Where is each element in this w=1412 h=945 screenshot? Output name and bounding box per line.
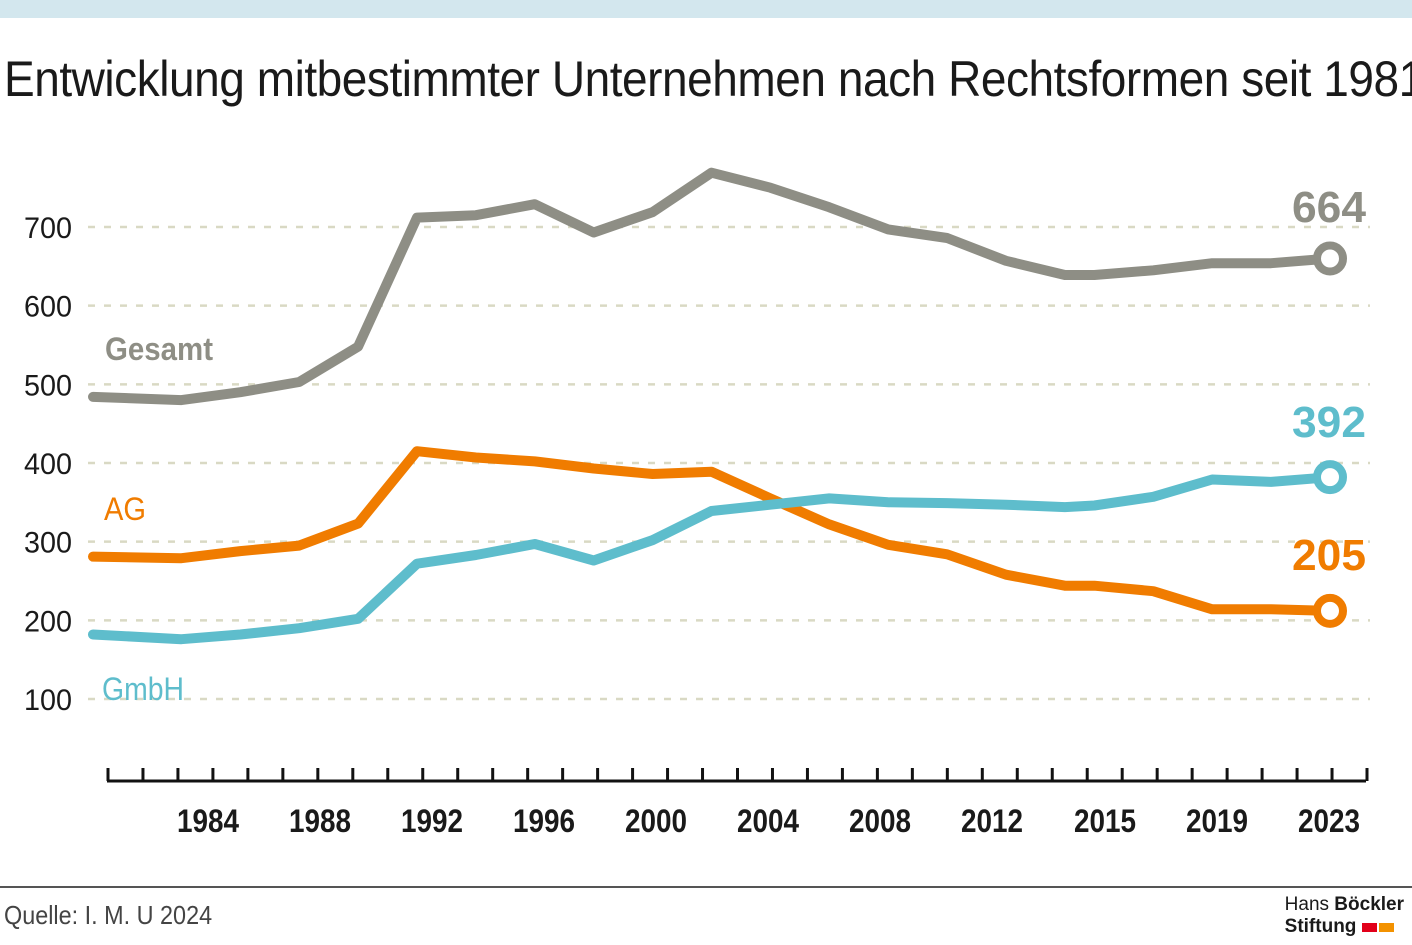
- x-tick-label-2004: 2004: [737, 803, 799, 839]
- top-accent-bar: [0, 0, 1412, 18]
- brand-mark-icon: [1362, 922, 1396, 932]
- brand-subname-text: Stiftung: [1284, 916, 1357, 937]
- x-tick-label-1992: 1992: [401, 803, 463, 839]
- y-tick-label-600: 600: [24, 291, 72, 324]
- end-value-label-gmbh: 392: [1292, 398, 1366, 447]
- y-tick-label-200: 200: [24, 605, 72, 638]
- x-axis: 1984 1988 1992 1996 2000 2004 2008 2012 2015 2019…: [106, 768, 1369, 839]
- brand-subname: Stiftung: [1285, 916, 1404, 938]
- series-name-label-gesamt: Gesamt: [105, 331, 213, 367]
- end-value-label-ag: 205: [1292, 531, 1366, 580]
- series-name-label-gmbh: GmbH: [102, 671, 184, 707]
- y-tick-label-700: 700: [24, 212, 72, 245]
- end-marker-gesamt: [1313, 241, 1347, 276]
- series-lines: [88, 167, 1347, 645]
- x-tick-label-1988: 1988: [289, 803, 351, 839]
- series-name-label-ag: AG: [104, 491, 146, 527]
- x-tick-label-2015: 2015: [1074, 803, 1136, 839]
- x-tick-label-1996: 1996: [513, 803, 575, 839]
- x-tick-label-2000: 2000: [625, 803, 687, 839]
- x-tick-label-2023: 2023: [1298, 803, 1360, 839]
- brand-name: Hans Böckler: [1285, 894, 1404, 916]
- footer-divider: [0, 886, 1412, 888]
- series-line-ag: [88, 446, 1335, 616]
- end-value-label-gesamt: 664: [1292, 183, 1367, 232]
- y-axis-tick-labels: 100 200 300 400 500 600 700: [24, 212, 72, 717]
- brand-mark-red: [1362, 922, 1378, 932]
- end-marker-ag: [1313, 593, 1347, 628]
- x-tick-label-2019: 2019: [1186, 803, 1248, 839]
- y-tick-label-400: 400: [24, 448, 72, 481]
- series-labels: Gesamt 664 AG 205 GmbH 392: [102, 183, 1367, 707]
- x-tick-label-2012: 2012: [961, 803, 1023, 839]
- y-tick-label-300: 300: [24, 527, 72, 560]
- end-marker-gmbh: [1313, 460, 1347, 495]
- x-tick-label-1984: 1984: [177, 803, 239, 839]
- series-line-gesamt: [88, 167, 1335, 406]
- y-tick-label-500: 500: [24, 369, 72, 402]
- brand-mark-orange: [1379, 922, 1395, 932]
- brand-name-light: Hans: [1284, 894, 1330, 915]
- x-tick-label-2008: 2008: [849, 803, 911, 839]
- brand-logo: Hans Böckler Stiftung: [1285, 894, 1404, 938]
- y-tick-label-100: 100: [24, 684, 72, 717]
- brand-name-bold: Böckler: [1334, 894, 1404, 915]
- source-note: Quelle: I. M. U 2024: [4, 900, 213, 930]
- line-chart: 100 200 300 400 500 600 700 1984 1988 1992 1996 20…: [24, 167, 1370, 839]
- series-line-gmbh: [88, 472, 1335, 645]
- chart-title: Entwicklung mitbestimmter Unternehmen na…: [4, 51, 1412, 107]
